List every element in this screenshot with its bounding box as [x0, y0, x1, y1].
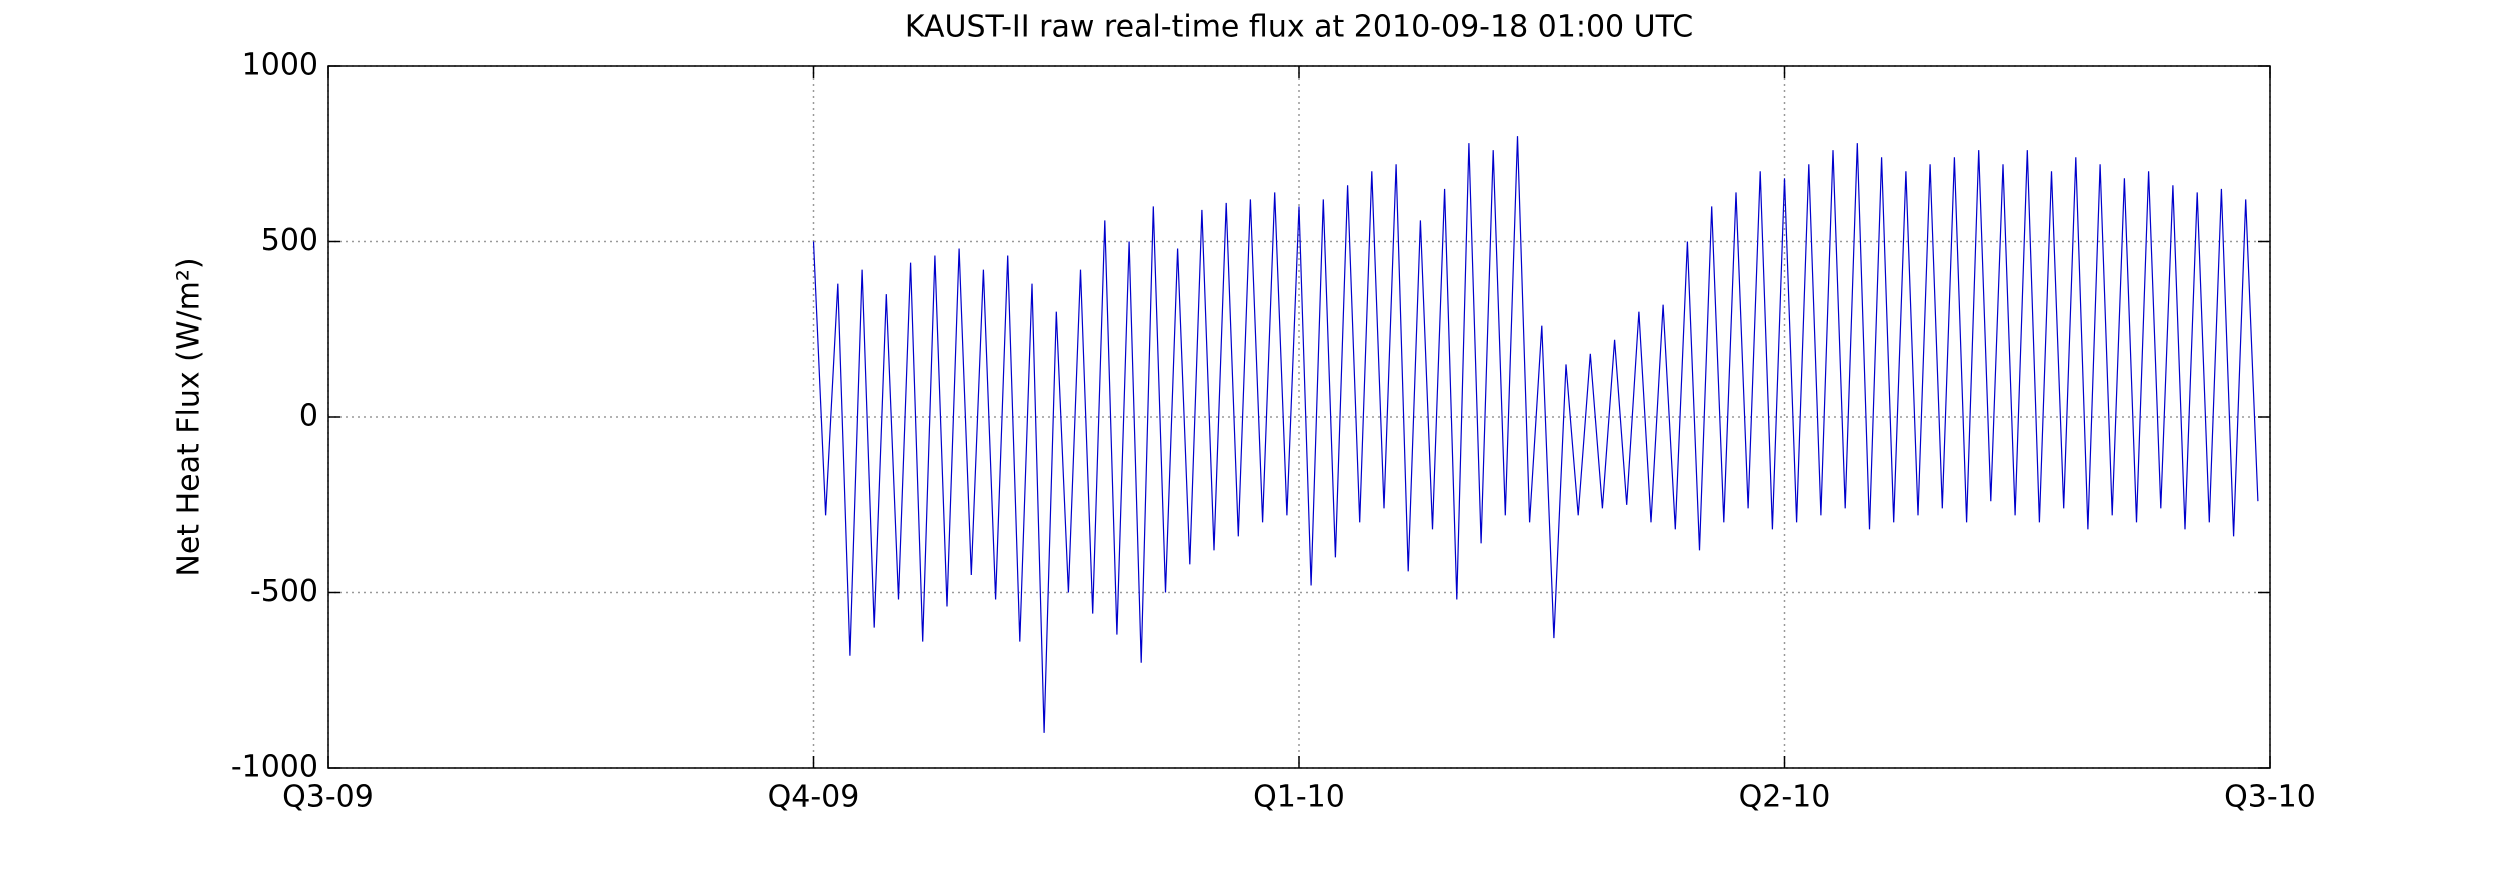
x-tick-label: Q3-10: [2224, 780, 2316, 815]
x-tick-label: Q3-09: [282, 780, 374, 815]
axes-box: [327, 65, 2271, 769]
y-axis-label: Net Heat Flux (W/m²): [172, 257, 207, 576]
y-tick-label: -500: [250, 574, 318, 609]
y-tick-label: 1000: [242, 48, 318, 83]
x-tick-label: Q4-09: [768, 780, 860, 815]
chart-title: KAUST-II raw real-time flux at 2010-09-1…: [905, 10, 1693, 45]
x-tick-label: Q1-10: [1253, 780, 1345, 815]
y-tick-label: 0: [299, 399, 318, 434]
x-tick-label: Q2-10: [1739, 780, 1831, 815]
y-tick-label: 500: [261, 223, 318, 258]
y-tick-label: -1000: [231, 750, 318, 785]
data-line: [812, 136, 2259, 733]
